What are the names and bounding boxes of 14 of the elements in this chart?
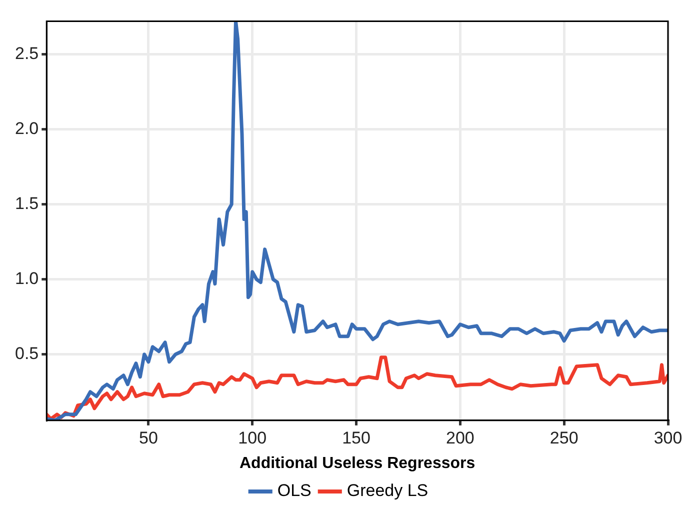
x-tick-label: 200: [446, 428, 474, 448]
y-tick-label: 2.0: [14, 118, 39, 138]
x-tick-label: 300: [654, 428, 682, 448]
y-tick-label: 0.5: [14, 344, 39, 364]
legend-label: Greedy LS: [346, 481, 428, 500]
y-tick-label: 1.0: [14, 269, 39, 288]
x-axis-title: Additional Useless Regressors: [239, 454, 476, 472]
x-tick-label: 150: [342, 428, 370, 448]
y-tick-label: 1.5: [14, 194, 39, 213]
y-tick-label: 2.5: [14, 44, 39, 63]
legend-label: OLS: [277, 481, 312, 500]
x-tick-label: 100: [238, 428, 267, 448]
x-tick-label: 50: [139, 428, 158, 448]
x-tick-label: 250: [550, 428, 578, 448]
